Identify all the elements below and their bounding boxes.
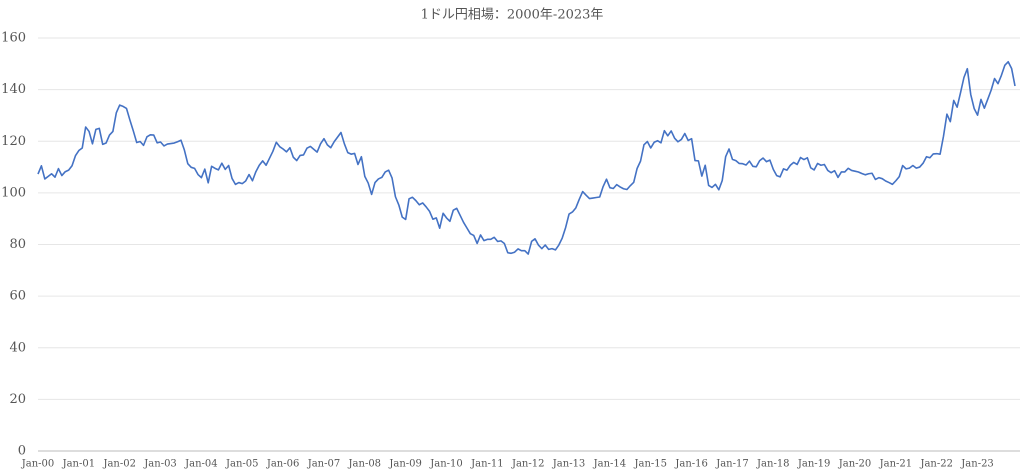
y-tick-label: 160 xyxy=(1,31,26,46)
x-tick-label: Jan-15 xyxy=(633,459,667,470)
x-tick-label: Jan-05 xyxy=(225,459,259,470)
x-tick-label: Jan-12 xyxy=(511,459,545,470)
x-tick-label: Jan-20 xyxy=(838,459,872,470)
x-tick-label: Jan-00 xyxy=(21,459,55,470)
x-tick-label: Jan-04 xyxy=(184,459,218,470)
y-tick-label: 100 xyxy=(1,185,26,200)
x-tick-label: Jan-17 xyxy=(715,459,749,470)
x-tick-label: Jan-09 xyxy=(388,459,422,470)
x-tick-label: Jan-07 xyxy=(307,459,341,470)
x-tick-label: Jan-11 xyxy=(470,459,504,470)
y-tick-label: 120 xyxy=(1,134,26,149)
x-tick-label: Jan-01 xyxy=(62,459,96,470)
x-tick-label: Jan-03 xyxy=(143,459,177,470)
y-tick-label: 0 xyxy=(18,444,26,459)
x-tick-label: Jan-08 xyxy=(348,459,382,470)
x-tick-label: Jan-16 xyxy=(674,459,708,470)
x-tick-label: Jan-02 xyxy=(102,459,136,470)
x-tick-label: Jan-10 xyxy=(429,459,463,470)
y-tick-label: 40 xyxy=(9,340,26,355)
y-tick-label: 60 xyxy=(9,289,26,304)
y-tick-label: 140 xyxy=(1,82,26,97)
x-tick-label: Jan-13 xyxy=(552,459,586,470)
x-tick-label: Jan-14 xyxy=(593,459,627,470)
x-tick-label: Jan-22 xyxy=(919,459,953,470)
x-tick-label: Jan-06 xyxy=(266,459,300,470)
x-tick-label: Jan-23 xyxy=(960,459,994,470)
y-tick-label: 80 xyxy=(9,237,26,252)
x-tick-label: Jan-21 xyxy=(879,459,913,470)
price-line xyxy=(37,60,1016,255)
y-tick-label: 20 xyxy=(9,392,26,407)
x-tick-label: Jan-18 xyxy=(756,459,790,470)
chart-title: 1ドル円相場：2000年-2023年 xyxy=(421,8,604,23)
x-tick-label: Jan-19 xyxy=(797,459,831,470)
